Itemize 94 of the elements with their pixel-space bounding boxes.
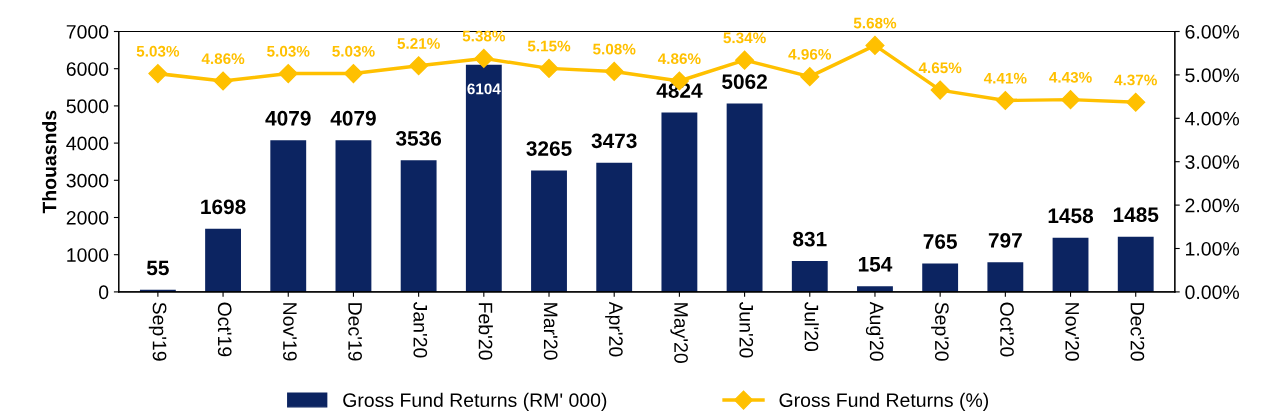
data-label: 4079 — [265, 110, 311, 126]
data-label: 5.08% — [593, 43, 636, 55]
data-label: 4.41% — [983, 72, 1027, 84]
x-tick-label: Dec'19 — [348, 303, 362, 361]
y-axis-title: Thouasnds — [42, 110, 57, 214]
x-tick-label: Apr'20 — [605, 301, 623, 357]
data-label: 4.43% — [1049, 71, 1092, 83]
bar — [922, 263, 959, 292]
data-label: 5.03% — [332, 45, 375, 57]
x-tick-label: Aug'20 — [865, 301, 884, 361]
point — [148, 64, 168, 84]
data-label: 3536 — [395, 131, 442, 146]
point — [474, 48, 494, 68]
y2-tick-label: 6.00% — [1185, 24, 1239, 39]
x-tick-label: Mar'20 — [543, 303, 558, 360]
point — [735, 50, 755, 70]
data-label: 55 — [146, 260, 169, 276]
y-tick-label: 0 — [98, 285, 109, 300]
data-label: 1485 — [1113, 207, 1159, 223]
point — [995, 90, 1015, 111]
data-label: 154 — [858, 257, 893, 272]
y-tick-label: 3000 — [66, 173, 109, 188]
point — [1126, 92, 1146, 112]
bar — [791, 260, 828, 292]
x-tick-label: Sep'19 — [148, 302, 167, 361]
point — [865, 35, 885, 55]
bar — [726, 103, 763, 292]
data-label: 5.15% — [527, 40, 571, 52]
x-tick-label: Oct'20 — [1000, 302, 1014, 357]
data-label: 3265 — [526, 141, 572, 156]
point — [800, 67, 820, 87]
point — [343, 64, 363, 84]
bar — [987, 262, 1024, 292]
point — [604, 61, 624, 81]
data-label: 5.03% — [267, 45, 310, 57]
data-label: 797 — [988, 232, 1022, 248]
x-tick-label: Jan'20 — [413, 301, 428, 358]
data-label: 5.21% — [397, 38, 440, 49]
y-tick-label: 4000 — [66, 136, 109, 151]
y-tick-label: 2000 — [66, 210, 109, 225]
data-label: 4.37% — [1114, 74, 1157, 86]
data-label: 1458 — [1048, 208, 1094, 224]
x-tick-label: Nov'20 — [1065, 303, 1080, 361]
y2-tick-label: 2.00% — [1185, 198, 1239, 213]
data-label: 4.96% — [788, 48, 832, 60]
x-tick-label: May'20 — [670, 303, 688, 363]
data-label: 5062 — [722, 74, 767, 90]
point — [1061, 90, 1081, 110]
point — [539, 58, 559, 78]
x-tick-label: Feb'20 — [478, 303, 493, 360]
data-label: 3473 — [591, 133, 637, 149]
bar — [465, 64, 502, 292]
point — [930, 80, 950, 100]
x-tick-label: Oct'19 — [217, 302, 232, 357]
data-label: 6104 — [467, 83, 501, 95]
data-label: 765 — [923, 234, 957, 249]
bar — [596, 162, 633, 292]
point — [213, 71, 233, 91]
y-tick-label: 1000 — [67, 248, 109, 262]
data-label: 4.65% — [918, 62, 962, 74]
y2-tick-label: 3.00% — [1185, 155, 1239, 169]
data-label: 5.38% — [462, 30, 506, 42]
x-tick-label: Jul'20 — [804, 301, 819, 352]
x-tick-label: Sep'20 — [931, 302, 949, 361]
bar — [205, 228, 241, 292]
x-tick-label: Nov'19 — [283, 303, 297, 361]
data-label: 4.86% — [657, 53, 701, 65]
y2-tick-label: 4.00% — [1185, 111, 1239, 126]
y-tick-label: 6000 — [66, 62, 109, 76]
data-label: 1698 — [201, 199, 246, 215]
x-tick-label: Jun'20 — [739, 301, 754, 358]
y2-tick-label: 5.00% — [1185, 68, 1239, 83]
bar — [335, 140, 372, 292]
bar — [1052, 237, 1089, 292]
legend-label: Gross Fund Returns (RM' 000) — [343, 392, 607, 411]
bar — [531, 170, 567, 292]
y-tick-label: 7000 — [66, 24, 109, 39]
y2-tick-label: 0.00% — [1185, 285, 1239, 300]
bar — [400, 160, 437, 292]
data-label: 831 — [793, 231, 827, 247]
y2-tick-label: 1.00% — [1186, 241, 1239, 256]
data-label: 4079 — [330, 110, 376, 126]
data-label: 4.86% — [201, 53, 245, 65]
point — [409, 56, 429, 76]
data-label: 5.68% — [853, 17, 897, 29]
data-label: 5.03% — [136, 45, 180, 57]
bar — [1117, 236, 1154, 292]
x-tick-label: Dec'20 — [1130, 303, 1145, 361]
bar — [661, 112, 698, 292]
point — [278, 64, 298, 84]
bar — [270, 140, 307, 292]
legend-label: Gross Fund Returns (%) — [779, 392, 989, 411]
data-label: 5.34% — [723, 32, 766, 44]
y-tick-label: 5000 — [66, 99, 109, 114]
